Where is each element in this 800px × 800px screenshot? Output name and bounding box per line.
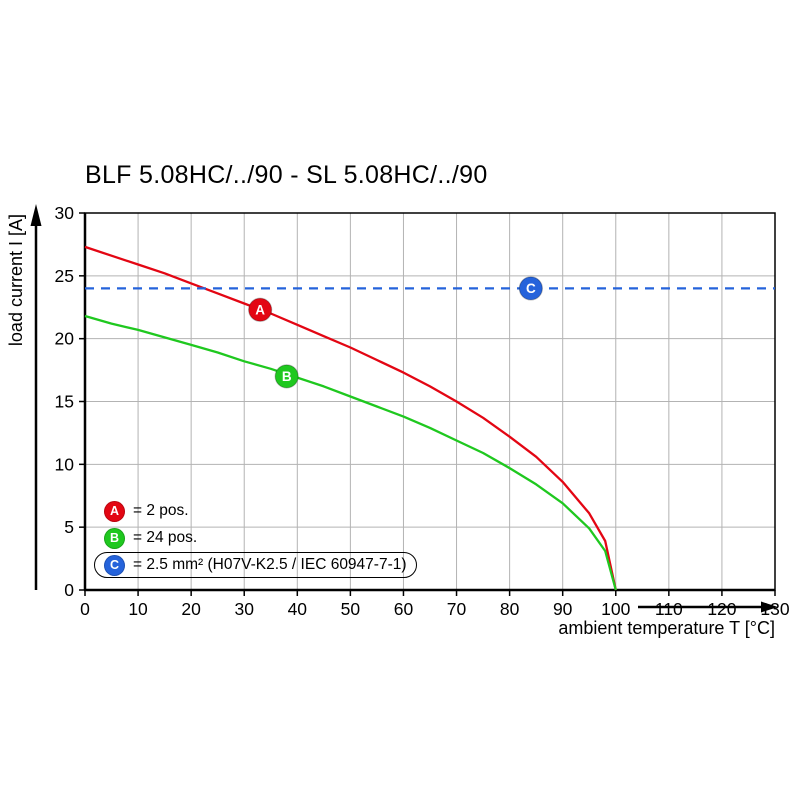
svg-text:B: B	[282, 369, 292, 384]
legend-row-a: A = 2 pos.	[94, 498, 417, 524]
svg-text:30: 30	[234, 599, 254, 619]
svg-text:20: 20	[181, 599, 201, 619]
svg-text:120: 120	[707, 599, 736, 619]
svg-text:A: A	[255, 303, 265, 318]
svg-text:80: 80	[500, 599, 520, 619]
legend-badge-b: B	[104, 527, 125, 549]
x-axis-label: ambient temperature T [°C]	[558, 618, 775, 638]
legend-label-c: = 2.5 mm² (H07V-K2.5 / IEC 60947-7-1)	[133, 556, 407, 573]
svg-text:50: 50	[341, 599, 361, 619]
legend-badge-a: A	[104, 500, 125, 522]
svg-text:40: 40	[288, 599, 308, 619]
svg-text:90: 90	[553, 599, 573, 619]
svg-text:10: 10	[55, 454, 75, 474]
svg-text:110: 110	[655, 599, 683, 619]
svg-text:C: C	[526, 281, 536, 296]
svg-text:0: 0	[64, 580, 74, 600]
svg-text:100: 100	[601, 599, 630, 619]
legend-row-c: C = 2.5 mm² (H07V-K2.5 / IEC 60947-7-1)	[94, 552, 417, 578]
legend-badge-c: C	[104, 554, 125, 576]
legend-row-b: B = 24 pos.	[94, 525, 417, 551]
svg-text:60: 60	[394, 599, 414, 619]
chart-legend: A = 2 pos. B = 24 pos. C = 2.5 mm² (H07V…	[94, 498, 417, 579]
svg-text:15: 15	[55, 392, 74, 412]
chart-title: BLF 5.08HC/../90 - SL 5.08HC/../90	[85, 161, 488, 189]
svg-text:5: 5	[64, 517, 74, 537]
svg-text:10: 10	[128, 599, 148, 619]
legend-label-a: = 2 pos.	[133, 502, 189, 519]
svg-text:70: 70	[447, 599, 467, 619]
legend-label-b: = 24 pos.	[133, 529, 198, 546]
svg-text:30: 30	[55, 203, 75, 223]
svg-text:25: 25	[55, 266, 74, 286]
svg-text:20: 20	[55, 329, 75, 349]
svg-text:0: 0	[80, 599, 90, 619]
